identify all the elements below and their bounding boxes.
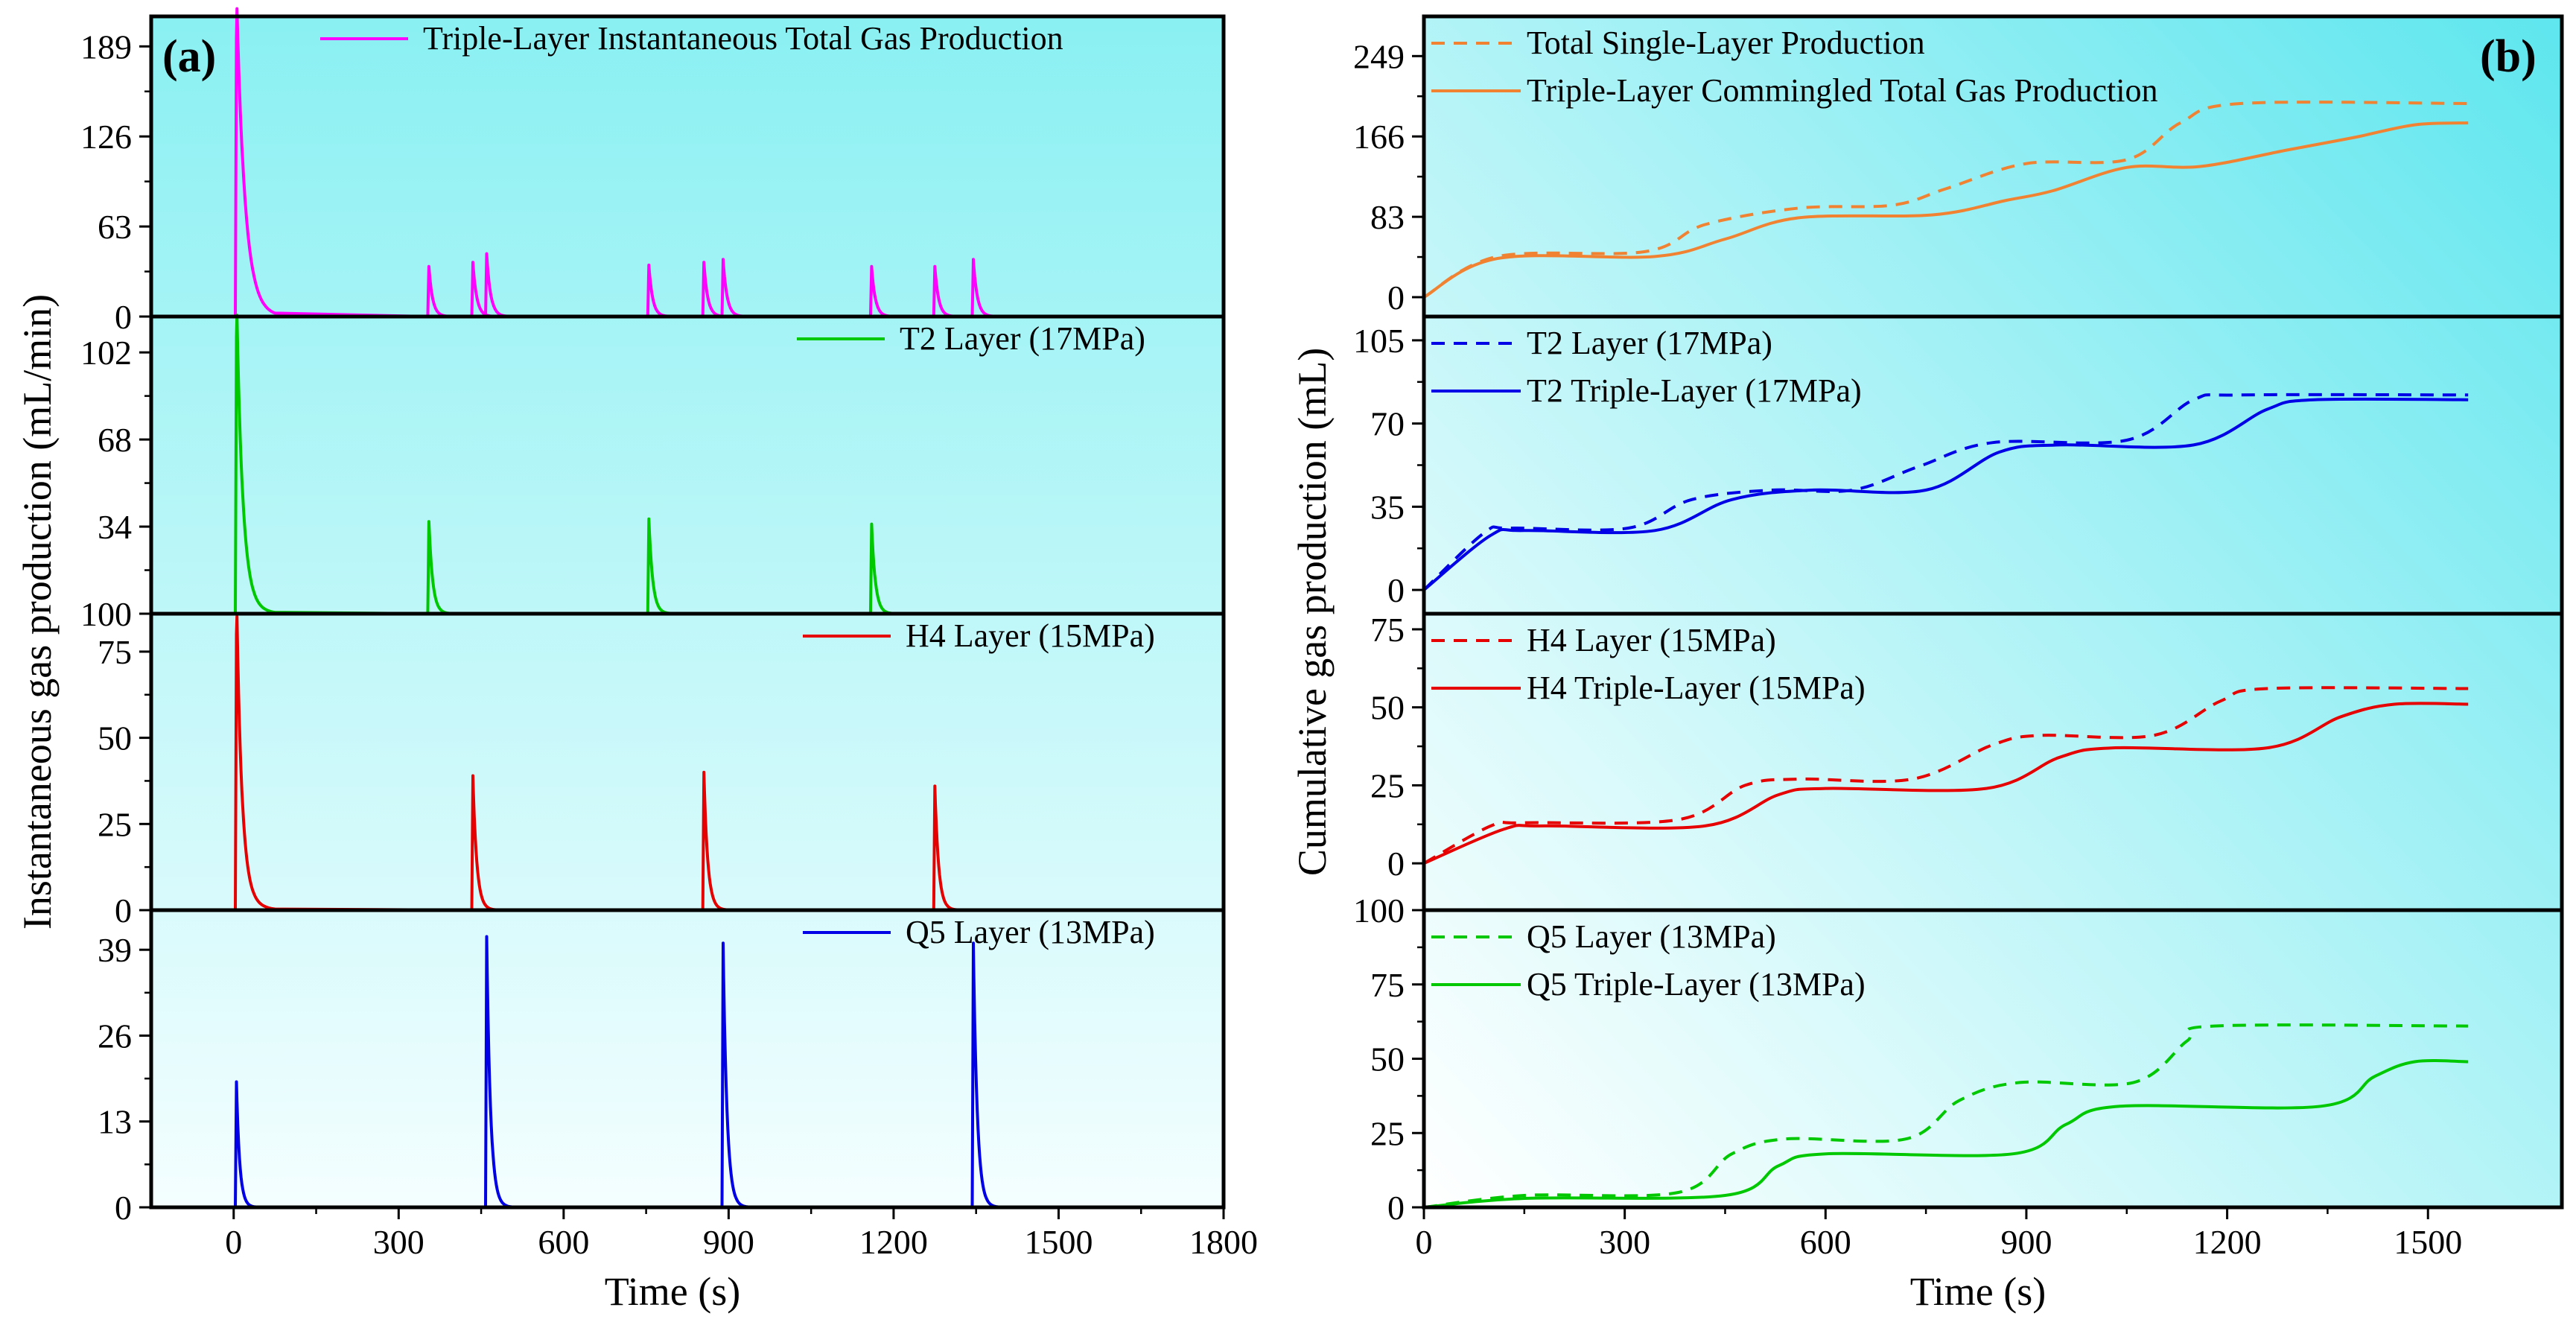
y-tick-label: 0 [1387, 279, 1405, 317]
panel-b-chart: 0 83 166 249 Total Single-Layer Production Tr… [1290, 14, 2564, 1314]
x-tick-label: 300 [1599, 1223, 1650, 1261]
y-tick-label: 50 [1370, 1040, 1405, 1078]
legend-label: H4 Triple-Layer (15MPa) [1527, 670, 1866, 706]
y-tick-label: 0 [115, 1189, 132, 1227]
legend-label: T2 Layer (17MPa) [900, 320, 1145, 357]
legend-label: T2 Layer (17MPa) [1527, 325, 1772, 361]
y-tick-label: 166 [1353, 118, 1405, 156]
x-tick-label: 1500 [1024, 1223, 1093, 1261]
y-tick-label: 100 [1353, 892, 1405, 930]
x-tick-label: 900 [2000, 1223, 2052, 1261]
subplot-b-4: 0 25 50 75 100 Q5 Layer (13MPa) Q5 Triple-Laye… [1353, 892, 2564, 1227]
y-tick-label: 75 [1370, 611, 1405, 649]
legend-label: Total Single-Layer Production [1527, 25, 1925, 61]
y-tick-label: 13 [98, 1103, 132, 1141]
panel-label: (a) [162, 31, 216, 82]
y-tick-label: 63 [98, 208, 132, 246]
triple-layer-series-line [1423, 702, 2469, 865]
y-tick-label: 0 [1387, 845, 1405, 883]
subplot-a-1: 0 63 126 189 Triple-Layer Instantaneous Tota… [80, 7, 1226, 336]
legend-label: T2 Triple-Layer (17MPa) [1527, 372, 1862, 409]
y-tick-label: 0 [1387, 1189, 1405, 1227]
subplot-b-1: 0 83 166 249 Total Single-Layer Production Tr… [1353, 14, 2564, 319]
legend-label: Q5 Triple-Layer (13MPa) [1527, 966, 1866, 1003]
y-tick-label: 26 [98, 1017, 132, 1055]
x-tick-label: 0 [1416, 1223, 1433, 1261]
x-tick-label: 1200 [859, 1223, 928, 1261]
legend-label: H4 Layer (15MPa) [1527, 622, 1776, 658]
legend-label: Triple-Layer Instantaneous Total Gas Pro… [423, 20, 1063, 57]
y-tick-label: 50 [1370, 689, 1405, 727]
legend-label: H4 Layer (15MPa) [906, 617, 1155, 654]
y-tick-label: 75 [1370, 966, 1405, 1004]
single-layer-series-line [1422, 101, 2469, 299]
y-tick-label: 25 [1370, 766, 1405, 804]
y-tick-label: 83 [1370, 198, 1405, 236]
y-tick-label: 0 [115, 892, 132, 930]
y-tick-label: 50 [98, 719, 132, 757]
single-layer-series-line [1423, 1023, 2469, 1209]
single-layer-series-line [1422, 393, 2469, 591]
legend-label: Q5 Layer (13MPa) [1527, 918, 1776, 955]
y-axis-title: Instantaneous gas production (mL/min) [15, 294, 60, 930]
x-tick-label: 1500 [2394, 1223, 2462, 1261]
x-tick-label: 900 [703, 1223, 754, 1261]
x-tick-label: 600 [1800, 1223, 1851, 1261]
y-tick-label: 100 [80, 595, 132, 633]
y-tick-label: 75 [98, 633, 132, 671]
legend-label: Triple-Layer Commingled Total Gas Produc… [1527, 72, 2158, 109]
x-axis-title: Time (s) [1910, 1269, 2047, 1314]
x-tick-label: 600 [538, 1223, 589, 1261]
single-layer-series-line [1423, 686, 2469, 865]
subplot-frame [1422, 908, 2564, 1210]
y-tick-label: 68 [98, 421, 132, 459]
y-tick-label: 126 [80, 118, 132, 156]
y-tick-label: 34 [98, 508, 132, 546]
y-tick-label: 0 [1387, 571, 1405, 609]
subplot-a-4: 0 13 26 39 Q5 Layer (13MPa) [98, 908, 1226, 1227]
panel-a-chart: 0 63 126 189 Triple-Layer Instantaneous Tota… [15, 7, 1258, 1314]
subplot-b-2: 0 35 70 105 T2 Layer (17MPa) T2 Triple-Layer … [1353, 314, 2564, 616]
x-tick-label: 1800 [1189, 1223, 1258, 1261]
y-tick-label: 39 [98, 931, 132, 969]
y-tick-label: 0 [115, 298, 132, 336]
x-axis-title: Time (s) [605, 1269, 741, 1314]
triple-layer-series-line [1422, 397, 2469, 591]
subplot-frame [149, 908, 1226, 1210]
y-tick-label: 70 [1370, 405, 1405, 443]
x-tick-label: 300 [373, 1223, 424, 1261]
triple-layer-series-line [1423, 121, 2469, 299]
y-axis-title: Cumulative gas production (mL) [1290, 348, 1335, 876]
y-tick-label: 249 [1353, 37, 1405, 75]
legend-label: Q5 Layer (13MPa) [906, 914, 1155, 950]
y-tick-label: 102 [80, 334, 132, 372]
y-tick-label: 189 [80, 28, 132, 66]
panel-label: (b) [2480, 31, 2537, 82]
triple-layer-series-line [1423, 1059, 2469, 1209]
y-tick-label: 25 [1370, 1114, 1405, 1152]
x-tick-label: 0 [225, 1223, 242, 1261]
x-tick-label: 1200 [2193, 1223, 2262, 1261]
y-tick-label: 105 [1353, 322, 1405, 360]
subplot-b-3: 0 25 50 75 H4 Layer (15MPa) H4 Triple-Layer (… [1370, 611, 2564, 912]
y-tick-label: 25 [98, 805, 132, 843]
y-tick-label: 35 [1370, 488, 1405, 526]
